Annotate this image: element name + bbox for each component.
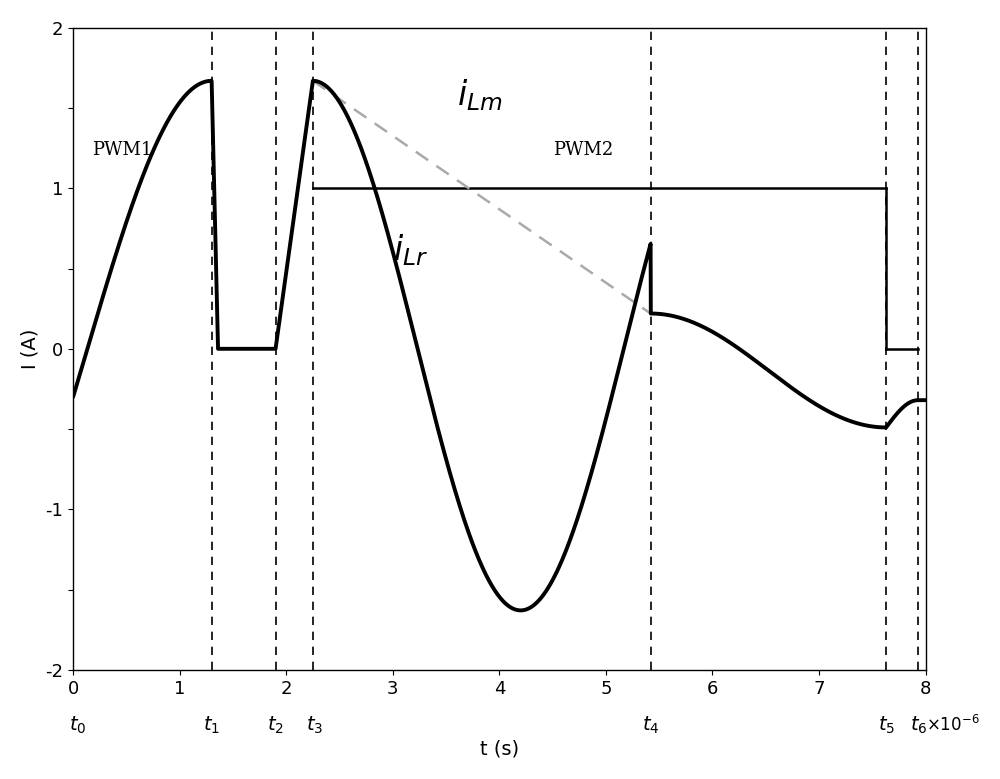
- Y-axis label: I (A): I (A): [21, 329, 40, 369]
- Text: $i_{Lm}$: $i_{Lm}$: [457, 77, 502, 113]
- Text: $t_4$: $t_4$: [642, 714, 659, 736]
- Text: $t_3$: $t_3$: [306, 714, 324, 736]
- Text: PWM1: PWM1: [92, 141, 153, 159]
- Text: $t_2$: $t_2$: [267, 714, 284, 736]
- Text: $t_1$: $t_1$: [203, 714, 220, 736]
- Text: $t_6$: $t_6$: [910, 714, 928, 736]
- X-axis label: t (s): t (s): [480, 739, 519, 758]
- Text: $t_5$: $t_5$: [878, 714, 895, 736]
- Text: PWM2: PWM2: [553, 141, 613, 159]
- Text: $t_0$: $t_0$: [69, 714, 86, 736]
- Text: $i_{Lr}$: $i_{Lr}$: [393, 233, 428, 268]
- Text: $\times 10^{-6}$: $\times 10^{-6}$: [926, 714, 979, 735]
